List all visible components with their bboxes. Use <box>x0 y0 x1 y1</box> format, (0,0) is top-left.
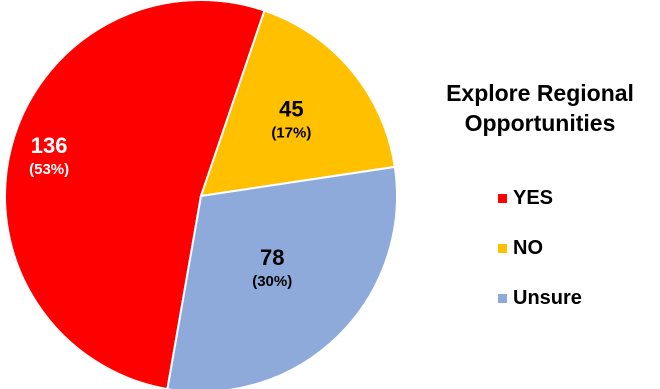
pie-slice-unsure <box>166 165 398 389</box>
slice-percent-label-no: (17%) <box>271 125 311 142</box>
legend-swatch-no <box>498 243 507 253</box>
legend-item-no: NO <box>498 236 582 260</box>
legend-label-no: NO <box>513 236 543 259</box>
legend-label-yes: YES <box>513 186 554 209</box>
legend-item-unsure: Unsure <box>498 286 582 310</box>
slice-value-label-yes: 136 <box>31 133 68 158</box>
slice-percent-label-yes: (53%) <box>29 161 69 178</box>
slice-value-label-unsure: 78 <box>260 245 284 270</box>
legend-swatch-yes <box>498 193 507 203</box>
chart-title: Explore Regional Opportunities <box>420 78 660 138</box>
chart-title-line-2: Opportunities <box>464 110 616 136</box>
legend-label-unsure: Unsure <box>513 286 582 309</box>
chart-title-line-1: Explore Regional <box>446 80 634 106</box>
pie-slice-no <box>199 9 396 198</box>
pie-slice-yes <box>4 0 266 389</box>
legend-swatch-unsure <box>498 293 507 303</box>
legend: YES NO Unsure <box>498 186 582 336</box>
slice-value-label-no: 45 <box>279 97 303 122</box>
legend-item-yes: YES <box>498 186 582 210</box>
slice-percent-label-unsure: (30%) <box>252 273 292 290</box>
